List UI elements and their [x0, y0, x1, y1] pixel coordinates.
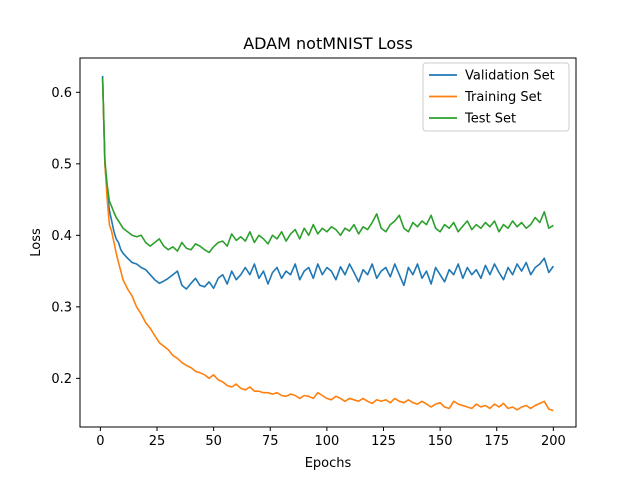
legend-label-validation-set: Validation Set: [465, 69, 555, 84]
chart-title: ADAM notMNIST Loss: [243, 34, 413, 53]
y-tick-label: 0.4: [51, 229, 72, 244]
plot-frame: [79, 57, 577, 428]
x-tick-label: 125: [371, 434, 396, 449]
x-tick-label: 175: [484, 434, 509, 449]
y-tick-label: 0.2: [51, 372, 72, 387]
legend-box: [422, 62, 570, 132]
y-axis-label: Loss: [29, 228, 44, 257]
x-axis-label: Epochs: [305, 456, 352, 471]
x-tick-label: 50: [205, 434, 222, 449]
series-line-training-set: [101, 77, 554, 412]
x-tick-label: 0: [96, 434, 104, 449]
series-layer: [101, 75, 555, 412]
series-line-validation-set: [101, 75, 555, 290]
legend: Validation Set Training Set Test Set: [422, 62, 570, 132]
x-tick-label: 25: [149, 434, 166, 449]
x-tick-label: 75: [262, 434, 279, 449]
y-tick-label: 0.6: [51, 86, 72, 101]
y-axis: 0.2 0.3 0.4 0.5 0.6: [51, 86, 80, 387]
y-tick-label: 0.5: [51, 157, 72, 172]
x-axis: 0 25 50 75 100 125 150 175 200: [96, 427, 566, 449]
y-tick-label: 0.3: [51, 300, 72, 315]
x-tick-label: 150: [428, 434, 453, 449]
legend-label-test-set: Test Set: [464, 112, 516, 127]
x-tick-label: 100: [314, 434, 339, 449]
legend-label-training-set: Training Set: [464, 90, 542, 105]
series-line-test-set: [101, 77, 554, 254]
x-tick-label: 200: [541, 434, 566, 449]
